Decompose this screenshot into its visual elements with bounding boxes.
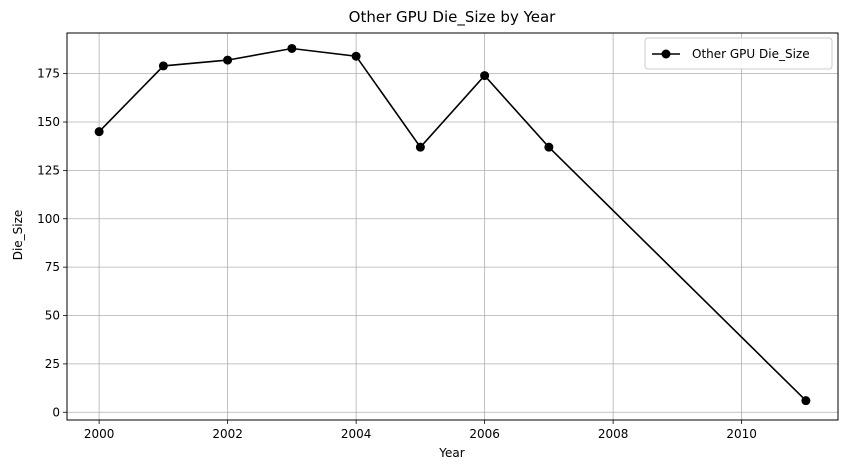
y-tick-label: 100 [37,212,60,226]
y-tick-label: 75 [45,260,60,274]
y-tick-label: 50 [45,309,60,323]
plot-frame [66,32,839,421]
x-axis-label: Year [438,446,464,460]
grid-lines [67,33,838,420]
x-tick-label: 2004 [341,427,372,441]
data-point [223,55,233,65]
y-tick-label: 25 [45,357,60,371]
x-axis-ticks: 2000 2002 2004 2006 2008 2010 [84,420,757,441]
legend: Other GPU Die_Size [644,37,833,70]
x-tick-label: 2008 [598,427,629,441]
x-tick-label: 2000 [84,427,115,441]
legend-label: Other GPU Die_Size [692,47,810,61]
y-tick-label: 125 [37,163,60,177]
chart-title: Other GPU Die_Size by Year [349,8,557,27]
x-tick-label: 2010 [726,427,757,441]
y-tick-label: 0 [52,405,60,419]
series-layer [94,43,811,406]
data-point [287,43,297,53]
x-tick-label: 2006 [469,427,500,441]
data-point [544,142,554,152]
y-tick-label: 150 [37,115,60,129]
series-line [98,47,807,402]
x-tick-label: 2002 [212,427,243,441]
y-axis-label: Die_Size [11,210,25,261]
y-axis-ticks: 0 25 50 75 100 125 150 175 [37,67,67,419]
data-point [351,51,361,61]
data-point [480,71,490,81]
legend-box [644,37,833,70]
data-point [801,396,811,406]
y-tick-label: 175 [37,67,60,81]
data-point [94,127,104,137]
data-point [158,61,168,71]
data-point [415,142,425,152]
legend-marker-swatch [661,49,671,59]
